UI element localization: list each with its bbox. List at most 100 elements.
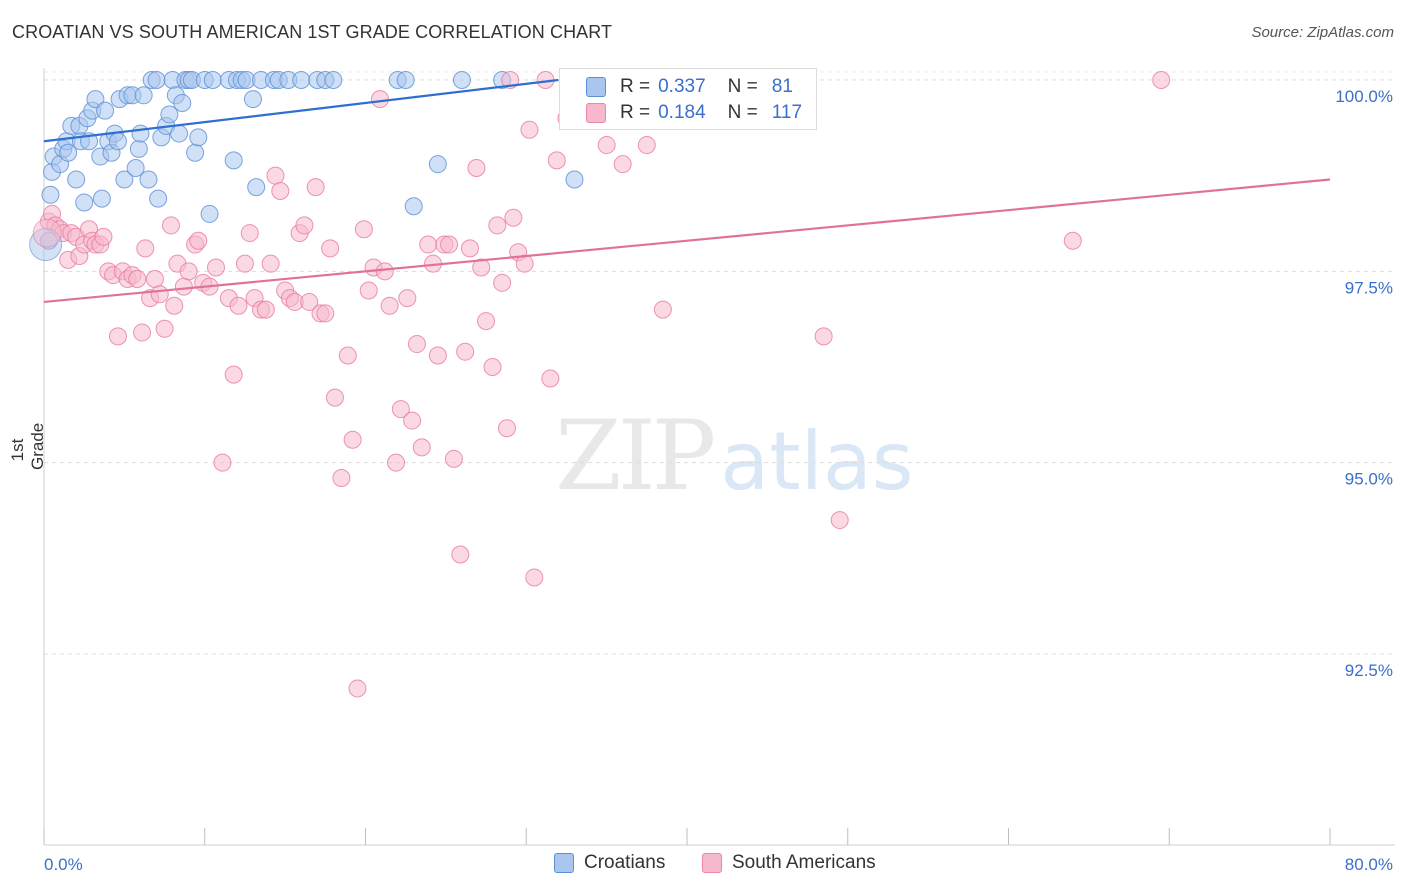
south-americans-point <box>261 254 280 273</box>
south-americans-point <box>300 292 319 311</box>
south-americans-point <box>136 239 155 258</box>
south-americans-point <box>440 235 459 254</box>
croatians-point <box>173 93 192 112</box>
croatians-point <box>396 71 415 89</box>
croatians-point <box>200 204 219 223</box>
south-americans-point <box>224 365 243 384</box>
south-americans-point <box>325 388 344 407</box>
n-value: 117 <box>771 102 803 123</box>
south-americans-point <box>145 269 164 288</box>
south-americans-point <box>375 262 394 281</box>
n-value: 81 <box>771 76 793 97</box>
croatians-trend-line <box>43 78 559 143</box>
south-americans-point <box>295 216 314 235</box>
source-label: Source: ZipAtlas.com <box>1251 24 1394 41</box>
south-americans-point <box>387 453 406 472</box>
south-americans-point <box>460 239 479 258</box>
south-americans-point <box>94 227 113 246</box>
south-americans-point <box>391 400 410 419</box>
croatians-point <box>96 101 115 120</box>
south-americans-point <box>613 155 632 174</box>
south-americans-point <box>456 342 475 361</box>
south-americans-point <box>477 312 496 331</box>
south-americans-point <box>256 300 275 319</box>
croatians-point <box>160 105 179 124</box>
south-americans-point <box>155 319 174 338</box>
croatians-point <box>224 151 243 170</box>
croatians-point <box>428 155 447 174</box>
watermark-zip: ZIP <box>555 400 716 512</box>
south-americans-point <box>213 453 232 472</box>
south-americans-point <box>128 269 147 288</box>
south-americans-point <box>370 90 389 109</box>
y-tick-label: 95.0% <box>1345 470 1393 489</box>
croatians-point <box>115 170 134 189</box>
south-americans-point <box>174 277 193 296</box>
legend-label: Croatians <box>584 852 666 873</box>
croatians-point <box>59 143 78 162</box>
south-americans-point <box>150 285 169 304</box>
south-americans-legend-swatch <box>702 853 722 873</box>
south-americans-trend-line <box>43 178 1331 304</box>
south-americans-point <box>306 178 325 197</box>
y-tick-label: 97.5% <box>1345 278 1393 297</box>
south-americans-point <box>332 468 351 487</box>
south-americans-point <box>497 419 516 438</box>
south-americans-point <box>830 511 849 530</box>
legend-item-south-americans[interactable]: South Americans <box>702 852 876 874</box>
stats-row-croatians: R = 0.337 N = 81 <box>586 75 793 99</box>
south-americans-swatch <box>586 103 606 123</box>
croatians-point <box>247 178 266 197</box>
south-americans-point <box>493 273 512 292</box>
south-americans-point <box>266 166 285 185</box>
croatians-point <box>324 71 343 89</box>
croatians-point <box>565 170 584 189</box>
croatians-point <box>139 170 158 189</box>
x-tick-label: 0.0% <box>44 855 83 874</box>
south-americans-point <box>419 235 438 254</box>
south-americans-point <box>316 304 335 323</box>
croatians-swatch <box>586 77 606 97</box>
croatians-point <box>404 197 423 216</box>
croatians-point <box>134 86 153 105</box>
croatians-point <box>131 124 150 143</box>
south-americans-point <box>271 181 290 200</box>
south-americans-point <box>398 289 417 308</box>
south-americans-point <box>488 216 507 235</box>
croatians-point <box>92 189 111 208</box>
croatians-point <box>75 193 94 212</box>
legend-label: South Americans <box>732 852 876 873</box>
south-americans-point <box>520 120 539 139</box>
croatians-point <box>149 189 168 208</box>
south-americans-point <box>321 239 340 258</box>
south-americans-point <box>207 258 226 277</box>
south-americans-point <box>235 254 254 273</box>
south-americans-point <box>229 296 248 315</box>
r-value: 0.184 <box>658 102 706 123</box>
x-tick-label: 80.0% <box>1345 855 1393 874</box>
r-value: 0.337 <box>658 76 706 97</box>
south-americans-point <box>133 323 152 342</box>
south-americans-point <box>547 151 566 170</box>
south-americans-point <box>525 568 544 587</box>
south-americans-point <box>472 258 491 277</box>
south-americans-point <box>637 136 656 155</box>
croatians-point <box>147 71 166 89</box>
south-americans-point <box>359 281 378 300</box>
croatians-point <box>41 185 60 204</box>
south-americans-point <box>338 346 357 365</box>
south-americans-point <box>653 300 672 319</box>
croatians-point <box>452 71 471 89</box>
legend-item-croatians[interactable]: Croatians <box>554 852 665 874</box>
n-label: N = <box>727 102 758 123</box>
south-americans-point <box>504 208 523 227</box>
croatians-legend-swatch <box>554 853 574 873</box>
south-americans-point <box>108 327 127 346</box>
r-label: R = <box>620 102 651 123</box>
south-americans-point <box>467 159 486 178</box>
croatians-point <box>126 159 145 178</box>
croatians-point <box>67 170 86 189</box>
south-americans-point <box>354 220 373 239</box>
south-americans-point <box>32 218 62 248</box>
south-americans-point <box>189 231 208 250</box>
